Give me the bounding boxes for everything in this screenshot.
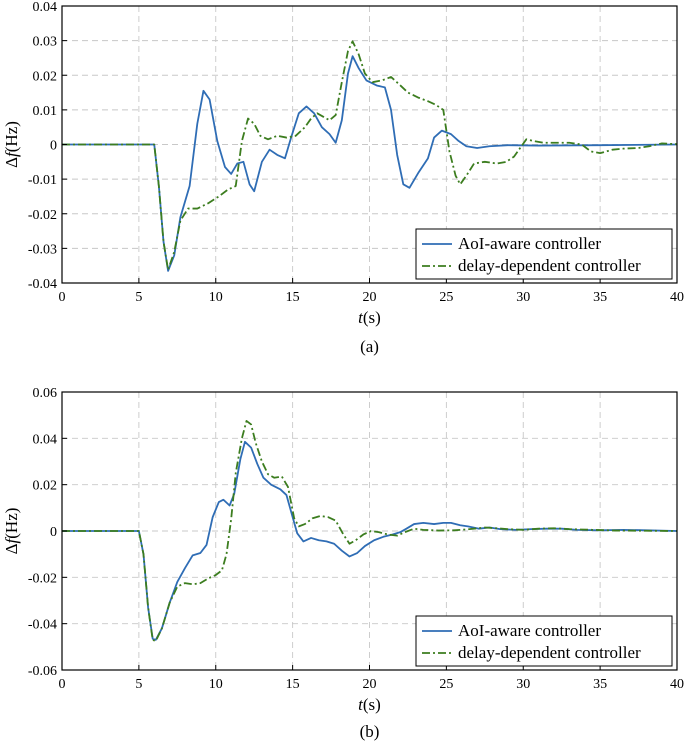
- panel-a-y-tick-label: 0.03: [33, 35, 58, 50]
- panel-a-x-tick-label: 30: [516, 290, 530, 305]
- panel-b-x-tick-label: 0: [59, 677, 66, 692]
- panel-a-x-tick-label: 0: [59, 290, 66, 305]
- panel-b-series-aoi-aware-line: [62, 440, 678, 641]
- panel-a-x-tick-label: 35: [593, 290, 607, 305]
- panel-b-y-ticks: -0.06 -0.04 -0.02 0 0.02 0.04 0.06: [28, 386, 67, 679]
- panel-a-y-tick-label: -0.04: [28, 277, 57, 292]
- panel-b-x-tick-label: 35: [593, 677, 607, 692]
- panel-b-y-tick-label: -0.04: [28, 618, 57, 633]
- panel-a-legend-box: [415, 228, 673, 280]
- panel-b-y-tick-label: -0.06: [28, 664, 57, 679]
- panel-a-x-axis-label-text: t(s): [358, 308, 381, 327]
- panel-b-legend-label: AoI-aware controller: [458, 621, 601, 640]
- panel-b-y-tick-label: 0.06: [33, 386, 58, 401]
- panel-b: 0 5 10 15 20 25 30 35 40 -0.06 -0.04 -0.02 0 0.02 0.0…: [2, 386, 684, 741]
- panel-a-y-axis-label: Δf(Hz): [2, 121, 21, 168]
- panel-b-x-tick-label: 10: [209, 677, 223, 692]
- panel-b-legend-label: delay-dependent controller: [458, 643, 641, 662]
- panel-a-y-tick-label: 0.01: [33, 104, 58, 119]
- panel-b-x-tick-label: 40: [670, 677, 684, 692]
- panel-a-series-aoi-aware-line: [62, 55, 678, 272]
- panel-a-y-tick-label: -0.01: [28, 173, 57, 188]
- panel-b-x-tick-label: 15: [286, 677, 300, 692]
- panel-a-x-tick-label: 20: [363, 290, 377, 305]
- panel-b-y-tick-label: 0: [50, 525, 57, 540]
- panel-a-y-axis-label-text: Δf(Hz): [2, 121, 21, 168]
- panel-a-x-tick-label: 5: [135, 290, 142, 305]
- panel-a-y-tick-label: 0.02: [33, 69, 58, 84]
- panel-b-x-tick-label: 20: [363, 677, 377, 692]
- panel-a-x-tick-label: 10: [209, 290, 223, 305]
- panel-a: 0 5 10 15 20 25 30 35 40 -0.04 -0.03 -0.02 -0.01 0 0.…: [2, 0, 684, 356]
- panel-b-y-tick-label: 0.02: [33, 479, 58, 494]
- panel-b-x-ticks: 0 5 10 15 20 25 30 35 40: [59, 665, 684, 692]
- panel-a-y-ticks: -0.04 -0.03 -0.02 -0.01 0 0.01 0.02 0.03 0.04: [28, 0, 67, 292]
- panel-a-legend: AoI-aware controller delay-dependent cont…: [415, 228, 673, 280]
- panel-a-x-ticks: 0 5 10 15 20 25 30 35 40: [59, 278, 684, 305]
- panel-a-y-tick-label: 0.04: [33, 0, 58, 15]
- panel-b-legend-box: [415, 615, 673, 667]
- panel-a-legend-label: AoI-aware controller: [458, 234, 601, 253]
- panel-a-caption: (a): [360, 337, 379, 356]
- panel-a-series: [62, 40, 678, 272]
- panel-b-y-tick-label: 0.04: [33, 432, 58, 447]
- panel-a-x-tick-label: 15: [286, 290, 300, 305]
- panel-b-x-axis-label-text: t(s): [358, 695, 381, 714]
- panel-b-x-tick-label: 25: [439, 677, 453, 692]
- panel-a-y-tick-label: -0.02: [28, 208, 57, 223]
- panel-a-x-tick-label: 25: [439, 290, 453, 305]
- panel-a-series-delay-dependent-line: [62, 40, 678, 271]
- panel-a-legend-label: delay-dependent controller: [458, 256, 641, 275]
- panel-a-x-axis-label: t(s): [358, 308, 381, 327]
- panel-a-y-tick-label: 0: [50, 139, 57, 154]
- panel-b-y-axis-label-text: Δf(Hz): [2, 508, 21, 555]
- panel-b-series: [62, 420, 678, 642]
- panel-b-y-axis-label: Δf(Hz): [2, 508, 21, 555]
- panel-a-y-tick-label: -0.03: [28, 242, 57, 257]
- panel-b-y-tick-label: -0.02: [28, 571, 57, 586]
- panel-b-x-tick-label: 30: [516, 677, 530, 692]
- panel-a-x-tick-label: 40: [670, 290, 684, 305]
- panel-b-caption: (b): [360, 722, 380, 741]
- panel-b-legend: AoI-aware controller delay-dependent cont…: [415, 615, 673, 667]
- panel-b-x-tick-label: 5: [135, 677, 142, 692]
- panel-b-series-delay-dependent-line: [62, 420, 678, 642]
- panel-b-x-axis-label: t(s): [358, 695, 381, 714]
